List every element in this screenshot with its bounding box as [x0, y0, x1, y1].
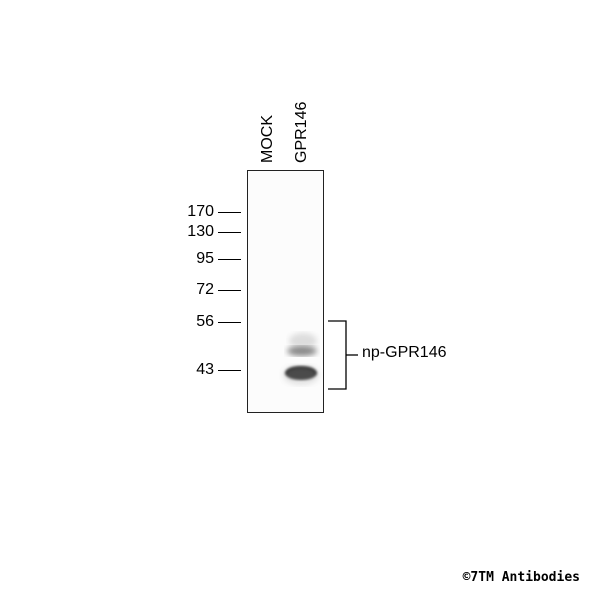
- band-main-halo: [283, 365, 319, 385]
- marker-tick: [218, 212, 241, 214]
- copyright-watermark: ©7TM Antibodies: [462, 570, 580, 585]
- marker-label: 72: [196, 281, 214, 298]
- marker-label: 95: [196, 250, 214, 267]
- band-annotation: np-GPR146: [362, 344, 447, 361]
- marker-tick: [218, 290, 241, 292]
- marker-tick: [218, 370, 241, 372]
- blot-bands: [283, 333, 319, 385]
- marker-tick: [218, 232, 241, 234]
- marker-tick: [218, 322, 241, 324]
- marker-label: 130: [187, 223, 214, 240]
- marker-label: 56: [196, 313, 214, 330]
- marker-label: 170: [187, 203, 214, 220]
- blot-membrane: [247, 170, 324, 413]
- band-smear: [289, 333, 317, 349]
- band-upper: [287, 346, 317, 356]
- marker-label: 43: [196, 361, 214, 378]
- marker-tick: [218, 259, 241, 261]
